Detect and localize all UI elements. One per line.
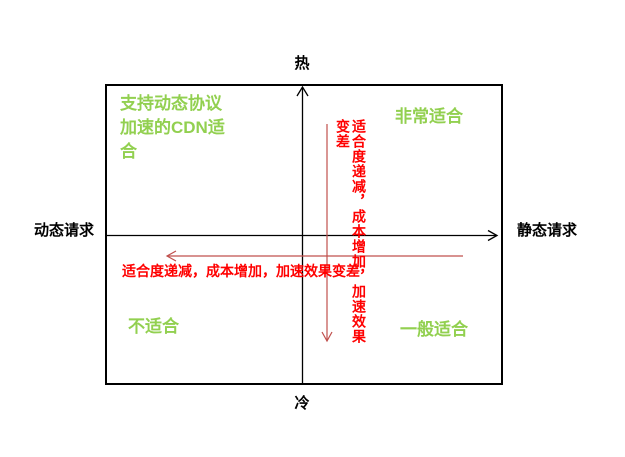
horizontal-axis-arrowhead-icon [487,229,499,242]
axis-label-dynamic-requests: 动态请求 [34,222,95,239]
quadrant-label-bottom-left: 不适合 [128,317,179,336]
vertical-note-text: 适合度递减，成本增加，加速效果变差 [335,119,367,344]
horizontal-note-text: 适合度递减，成本增加，加速效果变差 [122,263,360,279]
axis-label-static-requests: 静态请求 [517,222,578,239]
horizontal-red-arrowhead-icon [165,250,177,262]
axis-label-cold: 冷 [294,395,310,412]
vertical-axis-arrowhead-icon [296,85,309,97]
quadrant-label-top-left: 支持动态协议 加速的CDN适 合 [120,94,225,161]
axis-label-hot: 热 [294,55,310,72]
vertical-red-arrowhead-icon [321,331,333,343]
quadrant-label-bottom-right: 一般适合 [400,320,468,339]
quadrant-box [105,84,503,385]
quadrant-label-top-right: 非常适合 [395,107,463,126]
